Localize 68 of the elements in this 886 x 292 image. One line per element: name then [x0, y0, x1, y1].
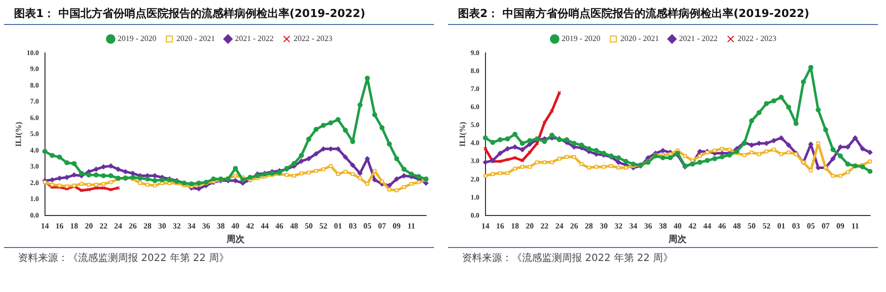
legend-label: 2022 - 2023: [294, 34, 332, 44]
x-tick-label: 52: [319, 221, 328, 230]
x-tick-label: 26: [128, 221, 137, 230]
x-tick-label: 18: [70, 221, 78, 230]
legend-label: 2020 - 2021: [620, 34, 660, 44]
x-tick-label: 20: [84, 221, 93, 230]
x-tick-label: 42: [688, 221, 696, 230]
chart-title: 图表1： 中国北方省份哨点医院报告的流感样病例检出率(2019-2022): [4, 0, 434, 25]
x-tick-label: 03: [348, 221, 357, 230]
x-tick-label: 22: [99, 221, 108, 230]
x-tick-label: 34: [629, 221, 638, 230]
x-tick-label: 36: [644, 221, 652, 230]
x-tick-label: 50: [304, 221, 313, 230]
x-tick-label: 09: [836, 221, 844, 230]
x-tick-label: 30: [158, 221, 166, 230]
legend-label: 2021 - 2022: [679, 34, 718, 44]
x-tick-label: 50: [748, 221, 756, 230]
x-tick-label: 16: [56, 221, 64, 230]
x-tick-label: 01: [777, 221, 786, 230]
x-tick-label: 30: [600, 221, 608, 230]
x-tick-label: 28: [584, 221, 593, 230]
x-tick-label: 07: [378, 221, 386, 230]
x-tick-label: 05: [363, 221, 372, 230]
legend-label: 2020 - 2021: [176, 34, 216, 44]
x-tick-label: 28: [143, 221, 152, 230]
x-tick-label: 03: [792, 221, 800, 230]
x-tick-label: 42: [246, 221, 254, 230]
legend-label: 2021 - 2022: [235, 34, 274, 44]
x-tick-label: 46: [275, 221, 284, 230]
x-tick-label: 20: [526, 221, 534, 230]
x-tick-label: 14: [40, 221, 49, 230]
legend-label: 2019 - 2020: [562, 34, 600, 44]
x-tick-label: 24: [114, 221, 122, 230]
x-tick-label: 32: [172, 221, 181, 230]
x-tick-label: 52: [762, 221, 770, 230]
legend-label: 2019 - 2020: [118, 34, 156, 44]
x-tick-label: 40: [231, 221, 240, 230]
x-tick-label: 05: [806, 221, 815, 230]
y-axis-title: ILI(%): [14, 122, 23, 147]
x-tick-label: 18: [510, 221, 519, 230]
x-tick-label: 46: [718, 221, 726, 230]
text: 资料来源：《流感监测周报 2022 年第 22 周》: [448, 248, 878, 265]
text: 资料来源：《流感监测周报 2022 年第 22 周》: [4, 248, 434, 265]
x-tick-label: 32: [614, 221, 622, 230]
x-tick-label: 40: [674, 221, 682, 230]
x-tick-label: 16: [496, 221, 504, 230]
x-tick-label: 44: [703, 221, 712, 230]
x-tick-label: 48: [290, 221, 298, 230]
x-tick-label: 24: [555, 221, 564, 230]
x-tick-label: 38: [216, 221, 225, 230]
x-axis-title: 周次: [225, 234, 246, 244]
x-tick-label: 09: [392, 221, 401, 230]
x-tick-label: 07: [822, 221, 830, 230]
x-tick-label: 01: [334, 221, 342, 230]
x-tick-label: 14: [481, 221, 490, 230]
x-tick-label: 26: [570, 221, 578, 230]
x-tick-label: 36: [202, 221, 210, 230]
chart-title: 图表2： 中国南方省份哨点医院报告的流感样病例检出率(2019-2022): [448, 0, 878, 25]
legend-label: 2022 - 2023: [738, 34, 776, 44]
x-axis-title: 周次: [668, 234, 688, 244]
x-tick-label: 48: [732, 221, 741, 230]
y-axis-title: ILI(%): [458, 122, 467, 147]
x-tick-label: 38: [658, 221, 667, 230]
x-tick-label: 34: [187, 221, 196, 230]
x-tick-label: 11: [408, 221, 416, 230]
x-tick-label: 11: [851, 221, 859, 230]
x-tick-label: 44: [260, 221, 269, 230]
x-tick-label: 22: [540, 221, 549, 230]
